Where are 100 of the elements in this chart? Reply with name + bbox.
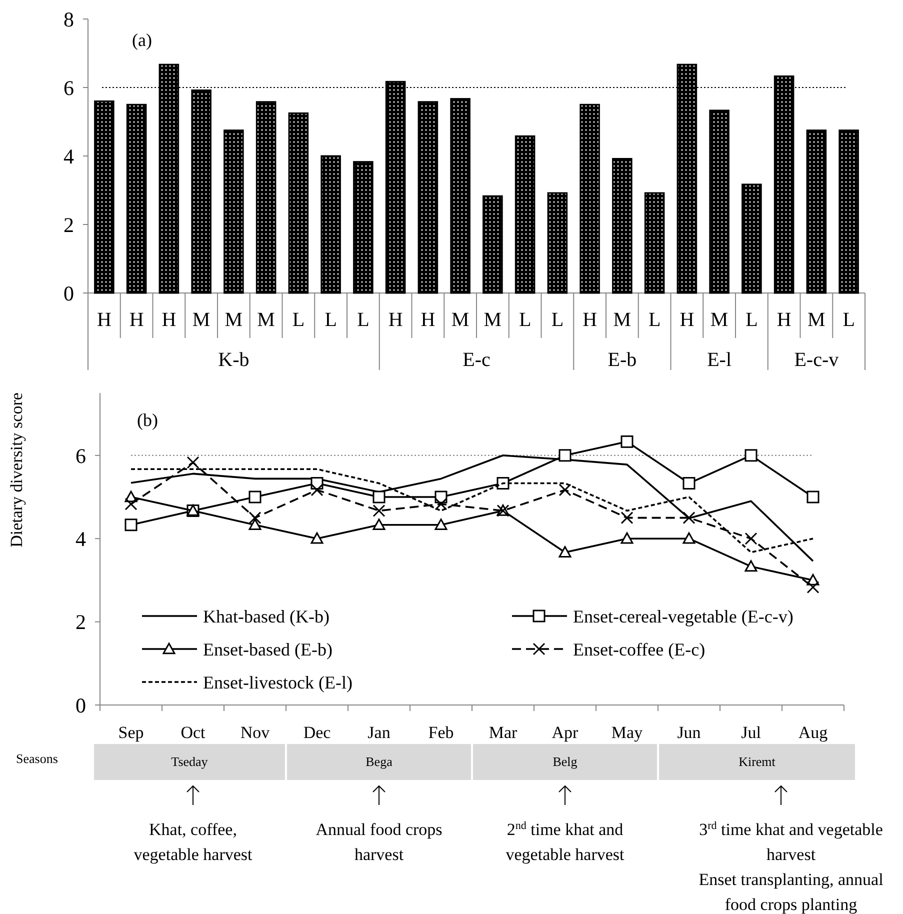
bar bbox=[288, 112, 309, 294]
y-tick-label: 4 bbox=[76, 526, 86, 551]
point bbox=[124, 498, 138, 510]
point bbox=[372, 490, 386, 504]
x-tick-label: H bbox=[162, 309, 176, 331]
point bbox=[806, 581, 820, 594]
x-tick-label: Oct bbox=[180, 723, 206, 742]
legend-label: Khat-based (K-b) bbox=[203, 606, 330, 626]
x-tick-label: May bbox=[611, 723, 644, 742]
point bbox=[620, 512, 634, 524]
point bbox=[682, 532, 696, 544]
y-tick-label: 2 bbox=[76, 610, 86, 634]
point bbox=[310, 484, 324, 496]
bar bbox=[224, 130, 244, 294]
point bbox=[248, 518, 262, 530]
point bbox=[434, 518, 448, 530]
point bbox=[372, 518, 386, 530]
x-tick-label: L bbox=[324, 309, 337, 331]
bar bbox=[256, 101, 276, 294]
x-tick-label: H bbox=[582, 309, 598, 331]
bar bbox=[514, 135, 536, 294]
point bbox=[124, 518, 138, 532]
point bbox=[806, 490, 820, 504]
legend-label: Enset-livestock (E-l) bbox=[203, 672, 352, 692]
bar bbox=[418, 101, 438, 294]
x-tick-label: H bbox=[388, 309, 403, 331]
bar bbox=[94, 100, 114, 294]
text: Belg bbox=[552, 754, 578, 769]
point bbox=[744, 449, 758, 462]
point bbox=[496, 477, 510, 490]
point bbox=[558, 546, 572, 558]
bar bbox=[126, 104, 147, 294]
point bbox=[558, 449, 572, 462]
text: 2$^{nd}$ time khat and vegetable harvest bbox=[506, 820, 625, 864]
bar bbox=[580, 104, 600, 294]
x-tick-label: M bbox=[224, 309, 243, 331]
y-axis-title: Dietary diversity score bbox=[7, 392, 26, 548]
text: E-c bbox=[462, 349, 490, 371]
y-tick-label: 4 bbox=[64, 144, 74, 168]
x-tick-label: L bbox=[746, 309, 758, 331]
text: Kiremt bbox=[738, 754, 776, 769]
x-tick-label: L bbox=[648, 309, 661, 331]
point bbox=[310, 532, 324, 544]
text: Seasons bbox=[16, 751, 58, 766]
x-tick-label: Jun bbox=[677, 723, 702, 742]
point bbox=[186, 456, 200, 469]
text: Bega bbox=[366, 754, 393, 769]
point bbox=[434, 498, 448, 510]
text: (a) bbox=[132, 30, 152, 50]
x-tick-label: H bbox=[680, 309, 694, 331]
bar bbox=[320, 155, 341, 294]
legend-label: Enset-cereal-vegetable (E-c-v) bbox=[573, 606, 794, 626]
y-tick-label: 2 bbox=[64, 212, 74, 237]
text: (b) bbox=[137, 410, 158, 430]
x-tick-label: M bbox=[613, 309, 632, 331]
y-tick-label: 6 bbox=[76, 444, 86, 468]
x-tick-label: Sep bbox=[118, 723, 144, 742]
x-tick-label: Jan bbox=[368, 723, 391, 742]
bar bbox=[353, 161, 374, 294]
text: Annual food crops harvest bbox=[316, 820, 442, 864]
point bbox=[682, 512, 696, 524]
point bbox=[682, 477, 696, 490]
point bbox=[620, 435, 634, 448]
bar bbox=[547, 192, 568, 294]
x-tick-label: H bbox=[420, 309, 436, 331]
text: E-l bbox=[707, 349, 732, 371]
y-tick-label: 8 bbox=[64, 7, 74, 32]
x-tick-label: Nov bbox=[240, 723, 270, 742]
text: Tseday bbox=[171, 754, 208, 769]
x-tick-label: M bbox=[257, 309, 276, 331]
bar bbox=[742, 184, 762, 294]
bar bbox=[450, 98, 470, 294]
point bbox=[248, 512, 262, 524]
y-tick-label: 6 bbox=[64, 76, 74, 100]
x-tick-label: H bbox=[96, 309, 112, 331]
x-tick-label: M bbox=[192, 309, 210, 331]
point bbox=[248, 490, 262, 504]
x-tick-label: Aug bbox=[798, 723, 828, 742]
text: 3$^{rd}$ time khat and vegetable harvest Enset transplanting, annual food crops planting bbox=[698, 820, 884, 914]
text: E-c-v bbox=[794, 349, 839, 371]
point bbox=[372, 504, 386, 517]
bar bbox=[612, 158, 632, 294]
x-tick-label: M bbox=[451, 309, 470, 331]
x-tick-label: L bbox=[551, 309, 564, 331]
text: Khat, coffee, vegetable harvest bbox=[134, 820, 253, 864]
x-tick-label: L bbox=[518, 309, 532, 331]
x-tick-label: Apr bbox=[552, 723, 579, 742]
point bbox=[744, 532, 758, 545]
text: E-b bbox=[608, 349, 637, 371]
x-tick-label: M bbox=[484, 309, 502, 331]
x-tick-label: H bbox=[129, 309, 144, 331]
x-tick-label: Jul bbox=[741, 723, 762, 742]
bar bbox=[644, 192, 665, 294]
text: K-b bbox=[218, 349, 250, 371]
bar bbox=[709, 110, 730, 294]
point bbox=[620, 532, 634, 544]
bar bbox=[482, 195, 503, 294]
bar bbox=[806, 130, 827, 294]
x-tick-label: L bbox=[842, 309, 855, 331]
y-tick-label: 0 bbox=[64, 281, 74, 306]
